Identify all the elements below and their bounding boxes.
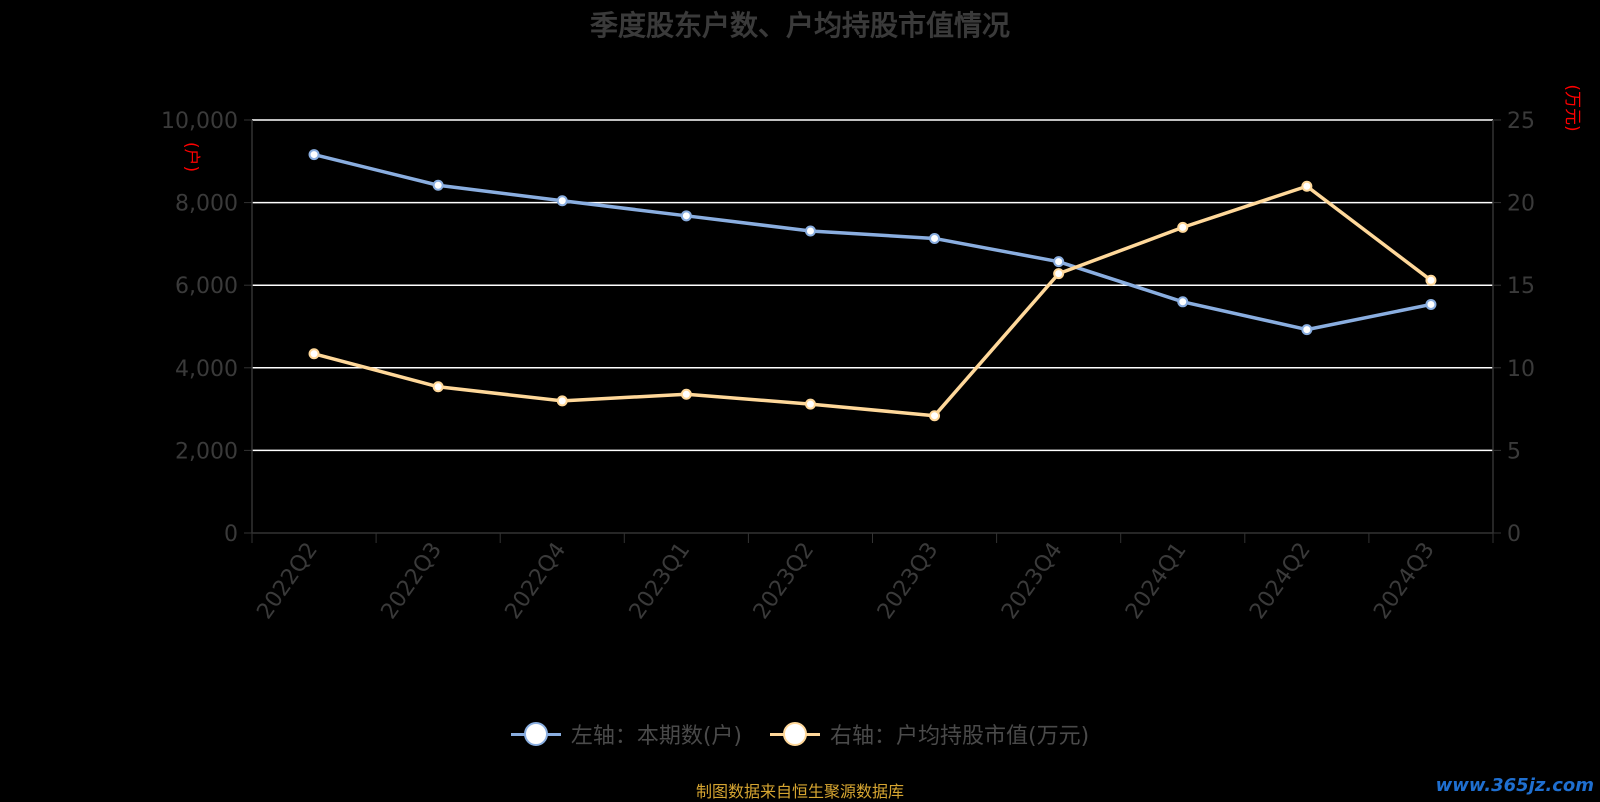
x-tick-label: 2023Q3: [873, 538, 944, 624]
right-tick-label: 10: [1507, 357, 1535, 382]
data-point-right: [1301, 180, 1313, 192]
left-tick-label: 2,000: [175, 439, 238, 464]
right-axis-unit: (万元): [1562, 84, 1582, 131]
data-point-right: [308, 348, 320, 360]
watermark: www.365jz.com: [1435, 775, 1594, 796]
legend-item-right-series[interactable]: 右轴：户均持股市值(万元): [770, 718, 1089, 750]
data-point-left: [1425, 298, 1437, 310]
data-point-right: [680, 388, 692, 400]
x-tick-label: 2023Q2: [749, 538, 820, 624]
legend-label-left: 左轴：本期数(户): [570, 724, 742, 749]
left-tick-label: 4,000: [175, 357, 238, 382]
data-point-left: [1053, 256, 1065, 268]
data-point-right: [804, 398, 816, 410]
series-line-left: [313, 152, 1432, 332]
left-axis-unit: (户): [181, 142, 201, 172]
left-tick-label: 0: [224, 522, 238, 547]
data-point-right: [432, 381, 444, 393]
data-point-left: [308, 149, 320, 161]
x-tick-label: 2024Q3: [1369, 538, 1440, 624]
data-point-right: [1177, 221, 1189, 233]
x-tick-label: 2022Q3: [377, 538, 448, 624]
data-point-left: [556, 195, 568, 207]
x-tick-label: 2023Q1: [625, 538, 696, 624]
x-tick-label: 2024Q1: [1121, 538, 1192, 624]
data-point-left: [432, 179, 444, 191]
right-tick-label: 20: [1507, 192, 1535, 217]
legend-item-left-series[interactable]: 左轴：本期数(户): [510, 718, 742, 750]
x-tick-label: 2023Q4: [997, 538, 1068, 624]
source-note: 制图数据来自恒生聚源数据库: [695, 782, 904, 801]
data-point-left: [1177, 296, 1189, 308]
data-point-left: [1301, 324, 1313, 336]
x-tick-label: 2022Q4: [501, 538, 572, 624]
x-tick-label: 2022Q2: [252, 538, 323, 624]
left-tick-label: 10,000: [161, 109, 238, 134]
series-line-right: [313, 184, 1433, 418]
left-tick-label: 8,000: [175, 192, 238, 217]
data-point-right: [1425, 274, 1437, 286]
data-point-right: [1053, 268, 1065, 280]
data-point-left: [804, 225, 816, 237]
right-tick-label: 5: [1507, 439, 1521, 464]
data-point-left: [929, 232, 941, 244]
data-point-right: [556, 395, 568, 407]
chart-title: 季度股东户数、户均持股市值情况: [589, 9, 1010, 42]
right-tick-label: 25: [1507, 109, 1535, 134]
x-tick-label: 2024Q2: [1245, 538, 1316, 624]
right-tick-label: 15: [1507, 274, 1535, 299]
legend-label-right: 右轴：户均持股市值(万元): [830, 724, 1090, 749]
legend: 左轴：本期数(户) 右轴：户均持股市值(万元): [0, 718, 1600, 750]
data-point-left: [680, 210, 692, 222]
left-tick-label: 6,000: [175, 274, 238, 299]
data-point-right: [929, 410, 941, 422]
legend-swatch-right: [770, 721, 820, 747]
right-tick-label: 0: [1507, 522, 1521, 547]
legend-swatch-left: [510, 721, 561, 747]
